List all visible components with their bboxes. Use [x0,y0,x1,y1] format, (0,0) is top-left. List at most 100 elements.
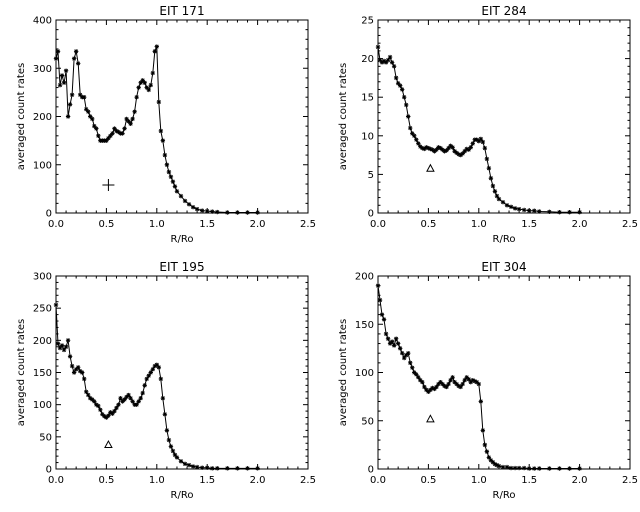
data-point [408,125,413,131]
data-point [160,396,166,401]
data-point [140,78,145,83]
data-point [416,375,421,380]
data-point [381,317,387,322]
y-tick-label: 50 [361,416,374,427]
data-point [82,376,87,382]
data-point [92,399,97,404]
data-point [466,147,471,152]
data-point [458,152,463,158]
data-point [170,179,176,184]
data-point [383,331,389,337]
data-point [134,402,139,407]
data-point [67,102,73,107]
data-point [428,146,433,152]
data-point [432,149,437,154]
data-point [436,145,441,150]
data-point [118,396,123,401]
data-point [464,146,469,152]
data-point [450,375,455,380]
data-point [488,458,494,463]
data-point [186,462,192,468]
x-tick-label: 2.5 [300,219,316,230]
data-point [77,369,83,374]
data-point [484,449,490,454]
data-point [61,347,67,353]
data-point [452,379,457,385]
data-point [444,384,449,390]
y-tick-label: 0 [46,465,52,476]
data-point [393,75,399,81]
data-point [106,136,111,141]
data-point [152,49,157,54]
data-point [440,381,445,387]
data-point [215,209,220,215]
x-tick-label: 0.5 [420,219,436,230]
data-point [122,397,127,402]
y-tick-label: 400 [33,16,52,27]
data-point [235,210,240,215]
data-point [375,283,381,288]
chart-title: EIT 171 [159,4,204,18]
data-point [458,384,463,390]
data-point [156,99,162,105]
y-tick-label: 200 [355,272,374,283]
x-tick-label: 2.0 [572,219,588,230]
y-tick-label: 100 [33,400,52,411]
data-point [92,123,97,129]
data-point [124,394,129,400]
data-point [88,114,93,119]
data-point [75,61,81,66]
data-point [104,415,109,420]
data-point [172,452,178,458]
data-point [508,204,514,210]
data-point [468,379,473,385]
data-point [424,145,429,150]
data-point [424,387,429,393]
data-point [537,209,542,214]
data-point [454,381,459,387]
data-point [122,126,127,131]
data-point [430,385,435,391]
data-point [255,210,260,215]
data-point [94,126,99,131]
data-point [65,114,71,119]
data-point [154,44,159,49]
data-point [377,297,383,303]
data-point [215,466,220,471]
data-point [150,367,155,372]
data-point [86,392,91,398]
data-point [190,464,196,469]
data-point [414,372,419,377]
data-point [418,144,423,149]
data-point [442,383,447,389]
data-point [404,102,409,108]
data-point [110,131,115,136]
data-point [492,461,498,467]
data-point [395,81,401,86]
series-line [55,304,258,469]
data-point [412,133,417,138]
x-tick-label: 2.5 [622,475,638,486]
data-point [114,128,119,134]
data-point [134,95,139,100]
data-point [98,407,103,413]
data-point [199,208,205,213]
data-point [490,183,496,189]
chart-panel-1: EIT 171 0.0 0.5 1.0 1.5 2.0 2.5 0 100 200 300 400 R/… [16,4,316,245]
data-point [69,363,75,369]
data-point [387,341,393,346]
data-point [557,466,562,471]
chart-panel-4: EIT 304 0.0 0.5 1.0 1.5 2.0 2.5 0 50 100 150 200 R/R… [338,260,638,501]
triangle-marker [426,163,435,172]
data-point [130,399,135,404]
data-point [150,70,155,76]
data-point [116,402,121,407]
data-point [136,85,141,90]
data-point [412,370,417,375]
x-tick-label: 2.5 [300,475,316,486]
data-point [482,442,488,448]
data-point [527,208,532,213]
data-point [389,60,395,65]
data-point [512,465,518,471]
